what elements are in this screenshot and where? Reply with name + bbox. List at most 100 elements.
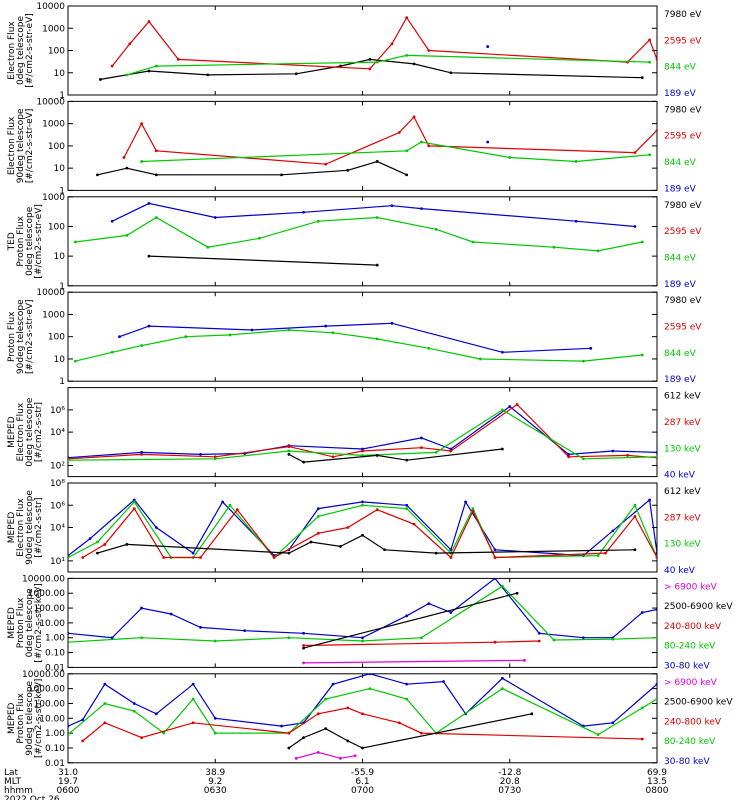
- legend-entry: 287 keV: [664, 418, 701, 428]
- series-189-ev: [111, 202, 635, 228]
- data-point: [397, 131, 401, 134]
- legend-entry: 2500-6900 keV: [664, 698, 733, 708]
- data-point: [581, 359, 585, 363]
- data-point: [420, 207, 423, 211]
- y-axis-label: 90deg telescope: [25, 680, 35, 755]
- data-point: [140, 450, 144, 454]
- series-2595-ev: [123, 115, 657, 165]
- y-tick-label: 1000: [42, 24, 65, 34]
- data-point: [420, 731, 423, 735]
- data-point: [449, 611, 453, 614]
- y-tick-label: 1.00: [45, 729, 65, 739]
- data-point: [316, 531, 320, 535]
- data-point: [191, 551, 195, 555]
- data-point: [648, 498, 652, 502]
- data-point: [287, 731, 291, 735]
- data-point: [96, 173, 99, 177]
- data-point: [272, 556, 276, 559]
- data-point: [132, 507, 136, 510]
- y-tick-label: 0.10: [45, 649, 65, 659]
- legend-entry: > 6900 keV: [664, 582, 718, 592]
- data-point: [118, 335, 121, 339]
- data-point: [500, 447, 504, 451]
- data-point: [655, 556, 657, 559]
- data-point: [103, 721, 107, 725]
- series-844-ev: [141, 141, 650, 163]
- data-point: [581, 636, 585, 640]
- data-point: [581, 457, 585, 461]
- legend-entry: 7980 eV: [664, 296, 702, 306]
- data-point: [287, 746, 291, 750]
- data-point: [132, 709, 136, 713]
- data-point: [68, 733, 70, 736]
- data-point: [140, 344, 144, 347]
- y-tick-label: 0.01: [45, 759, 65, 769]
- y-axis-label: MEPED: [7, 512, 17, 544]
- data-point: [88, 537, 92, 541]
- panel-frame: [67, 196, 658, 287]
- data-point: [154, 173, 158, 177]
- data-point: [324, 727, 328, 731]
- data-point: [633, 151, 637, 154]
- y-tick-label: 10000.00: [22, 670, 65, 680]
- data-point: [375, 454, 379, 457]
- series-130-kev: [68, 409, 657, 461]
- x-tick-label: 13.5: [647, 777, 667, 787]
- data-point: [316, 507, 320, 510]
- data-point: [420, 636, 423, 640]
- y-axis-label: [#/cm2-s-str-keV]: [34, 583, 44, 662]
- data-point: [73, 240, 77, 244]
- data-point: [530, 712, 534, 716]
- legend-entry: > 6900 keV: [664, 678, 718, 688]
- series-group: [68, 673, 657, 760]
- data-point: [324, 162, 328, 166]
- x-tick-label: 9.2: [208, 777, 222, 787]
- legend-entry: 30-80 keV: [664, 661, 710, 671]
- data-point: [375, 508, 379, 512]
- y-axis-label: 90deg telescope: [25, 490, 35, 565]
- data-point: [434, 450, 438, 454]
- data-point: [81, 718, 85, 722]
- y-tick-label: 10⁸: [50, 479, 65, 489]
- data-point: [405, 682, 409, 686]
- y-tick-label: 10⁶: [50, 406, 65, 416]
- data-point: [500, 584, 504, 588]
- series-612-kev: [288, 448, 503, 463]
- y-axis-label: 90deg telescope: [16, 299, 26, 374]
- panel-frame: [67, 577, 658, 668]
- legend-entry: 844 eV: [664, 349, 697, 359]
- legend-entry: 7980 eV: [664, 201, 702, 211]
- data-point: [567, 452, 571, 456]
- data-point: [110, 64, 114, 68]
- legend-entry: 612 keV: [664, 487, 701, 497]
- legend-entry: 844 eV: [664, 253, 697, 263]
- data-point: [331, 455, 335, 459]
- data-point: [655, 697, 657, 701]
- data-point: [390, 321, 394, 325]
- data-point: [154, 149, 158, 153]
- y-axis-label: [#/cm2-s-str-eV]: [25, 109, 35, 184]
- data-point: [420, 140, 423, 144]
- data-point: [361, 639, 364, 643]
- data-point: [162, 556, 166, 559]
- data-point: [110, 636, 114, 640]
- data-point: [68, 458, 70, 462]
- series-240-800-kev: [303, 640, 540, 647]
- y-tick-label: 0.10: [45, 744, 65, 754]
- data-point: [316, 514, 320, 518]
- panel-1: 1 10 100 1000 10000 Electron Flux 0deg telesco…: [7, 2, 702, 101]
- x-tick-label: 31.0: [58, 768, 78, 778]
- y-axis-label: Proton Flux: [16, 215, 26, 266]
- y-tick-label: 100: [48, 142, 65, 152]
- y-tick-label: 1000: [42, 120, 65, 130]
- data-point: [368, 67, 372, 71]
- data-point: [640, 706, 644, 710]
- legend-entry: 130 keV: [664, 444, 701, 454]
- y-axis-label: MEPED: [7, 416, 17, 448]
- x-tick-label: 20.8: [500, 777, 520, 787]
- legend-entry: 2595 eV: [664, 36, 702, 46]
- data-point: [405, 614, 409, 618]
- data-point: [346, 706, 350, 710]
- data-point: [486, 140, 490, 144]
